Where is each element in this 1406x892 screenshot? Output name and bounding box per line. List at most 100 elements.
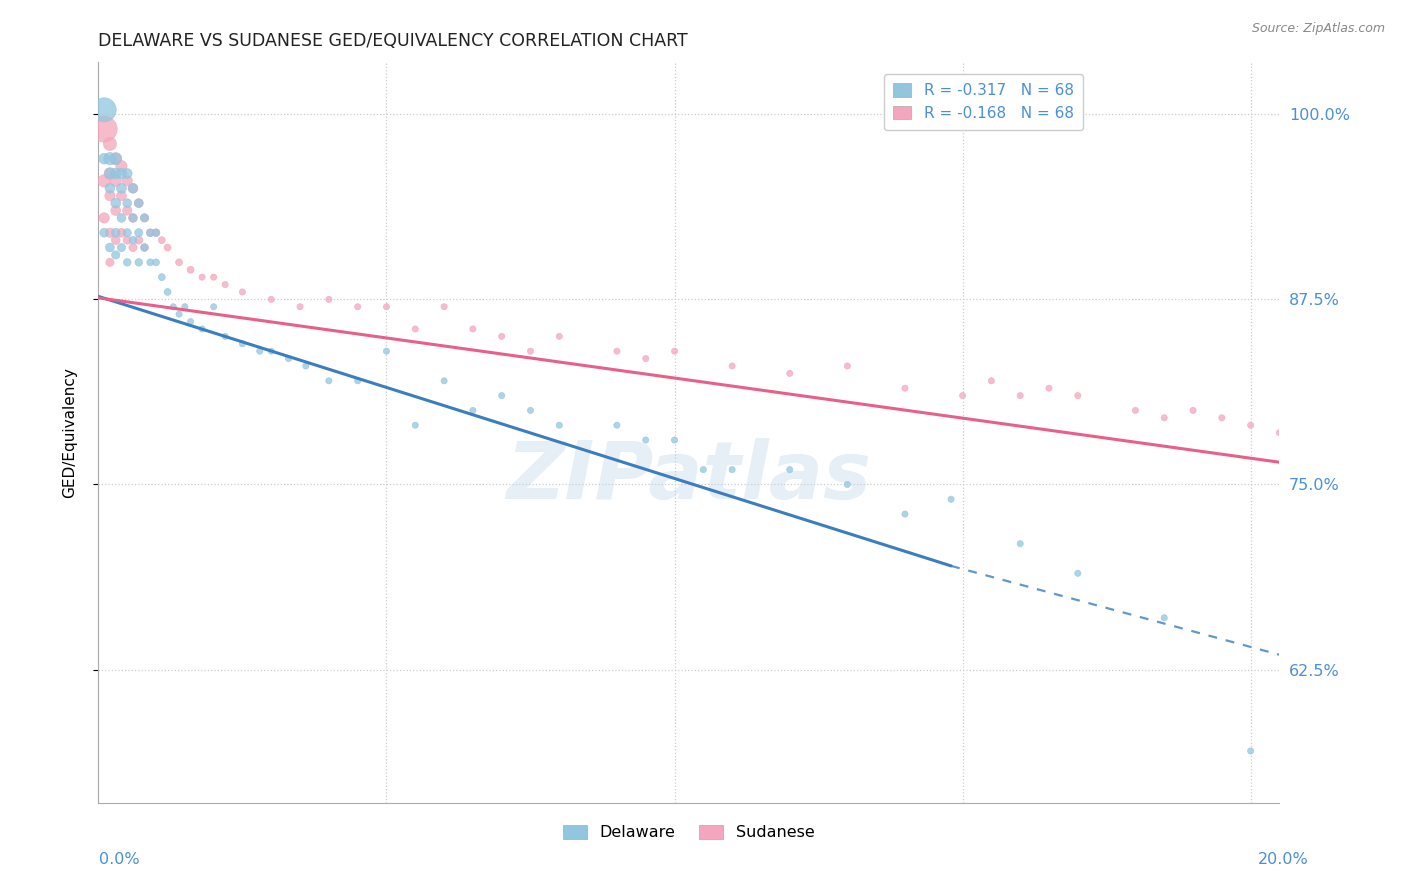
Point bbox=[180, 262, 202, 277]
Point bbox=[433, 300, 456, 314]
Point bbox=[134, 240, 156, 254]
Point bbox=[104, 233, 127, 247]
Point bbox=[104, 226, 127, 240]
Point bbox=[1354, 433, 1376, 447]
Point bbox=[692, 462, 714, 476]
Point bbox=[98, 181, 121, 195]
Point bbox=[721, 359, 744, 373]
Point bbox=[461, 403, 484, 417]
Point bbox=[837, 359, 859, 373]
Point bbox=[128, 233, 150, 247]
Point bbox=[150, 233, 173, 247]
Point bbox=[260, 344, 283, 359]
Point bbox=[173, 300, 195, 314]
Point bbox=[110, 159, 132, 173]
Point bbox=[634, 433, 657, 447]
Point bbox=[664, 344, 686, 359]
Point bbox=[93, 122, 115, 136]
Point bbox=[110, 181, 132, 195]
Point bbox=[122, 211, 145, 225]
Point bbox=[122, 240, 145, 254]
Point bbox=[115, 196, 138, 211]
Point bbox=[98, 152, 121, 166]
Point bbox=[1153, 611, 1175, 625]
Point bbox=[1384, 441, 1406, 455]
Point bbox=[167, 255, 190, 269]
Point bbox=[122, 181, 145, 195]
Text: 0.0%: 0.0% bbox=[100, 852, 139, 867]
Point bbox=[98, 166, 121, 180]
Point bbox=[139, 226, 162, 240]
Point bbox=[98, 188, 121, 202]
Point bbox=[318, 374, 340, 388]
Point bbox=[104, 152, 127, 166]
Point bbox=[104, 152, 127, 166]
Point bbox=[404, 418, 426, 433]
Point bbox=[110, 240, 132, 254]
Point bbox=[1010, 537, 1032, 551]
Point bbox=[980, 374, 1002, 388]
Point bbox=[779, 367, 801, 381]
Point bbox=[249, 344, 271, 359]
Text: Source: ZipAtlas.com: Source: ZipAtlas.com bbox=[1251, 22, 1385, 36]
Point bbox=[104, 196, 127, 211]
Point bbox=[98, 226, 121, 240]
Point bbox=[134, 211, 156, 225]
Point bbox=[167, 307, 190, 321]
Point bbox=[1182, 403, 1205, 417]
Point bbox=[115, 203, 138, 218]
Point bbox=[375, 344, 398, 359]
Point bbox=[115, 174, 138, 188]
Point bbox=[93, 211, 115, 225]
Point bbox=[122, 233, 145, 247]
Point bbox=[433, 374, 456, 388]
Point bbox=[295, 359, 318, 373]
Point bbox=[115, 166, 138, 180]
Point bbox=[110, 226, 132, 240]
Point bbox=[1268, 425, 1291, 440]
Text: 20.0%: 20.0% bbox=[1258, 852, 1309, 867]
Point bbox=[721, 462, 744, 476]
Point bbox=[134, 211, 156, 225]
Point bbox=[128, 196, 150, 211]
Point bbox=[1010, 389, 1032, 403]
Point bbox=[104, 166, 127, 180]
Point bbox=[98, 240, 121, 254]
Point bbox=[156, 285, 179, 299]
Point bbox=[202, 270, 225, 285]
Point bbox=[404, 322, 426, 336]
Point bbox=[98, 255, 121, 269]
Point bbox=[115, 233, 138, 247]
Point bbox=[145, 255, 167, 269]
Point bbox=[128, 226, 150, 240]
Point bbox=[1038, 381, 1060, 395]
Point bbox=[93, 103, 115, 117]
Point bbox=[110, 188, 132, 202]
Point bbox=[104, 203, 127, 218]
Point bbox=[110, 166, 132, 180]
Point bbox=[1125, 403, 1147, 417]
Point bbox=[231, 285, 253, 299]
Point bbox=[260, 293, 283, 307]
Point bbox=[548, 418, 571, 433]
Point bbox=[1067, 566, 1090, 581]
Point bbox=[156, 240, 179, 254]
Point bbox=[461, 322, 484, 336]
Point bbox=[145, 226, 167, 240]
Point bbox=[231, 336, 253, 351]
Point bbox=[191, 322, 214, 336]
Text: ZIPatlas: ZIPatlas bbox=[506, 438, 872, 516]
Point bbox=[318, 293, 340, 307]
Point bbox=[128, 255, 150, 269]
Point bbox=[491, 329, 513, 343]
Point bbox=[150, 270, 173, 285]
Point bbox=[139, 226, 162, 240]
Point bbox=[1153, 410, 1175, 425]
Point bbox=[346, 374, 368, 388]
Point bbox=[664, 433, 686, 447]
Point bbox=[202, 300, 225, 314]
Point bbox=[134, 240, 156, 254]
Point bbox=[145, 226, 167, 240]
Point bbox=[98, 136, 121, 151]
Point bbox=[606, 418, 628, 433]
